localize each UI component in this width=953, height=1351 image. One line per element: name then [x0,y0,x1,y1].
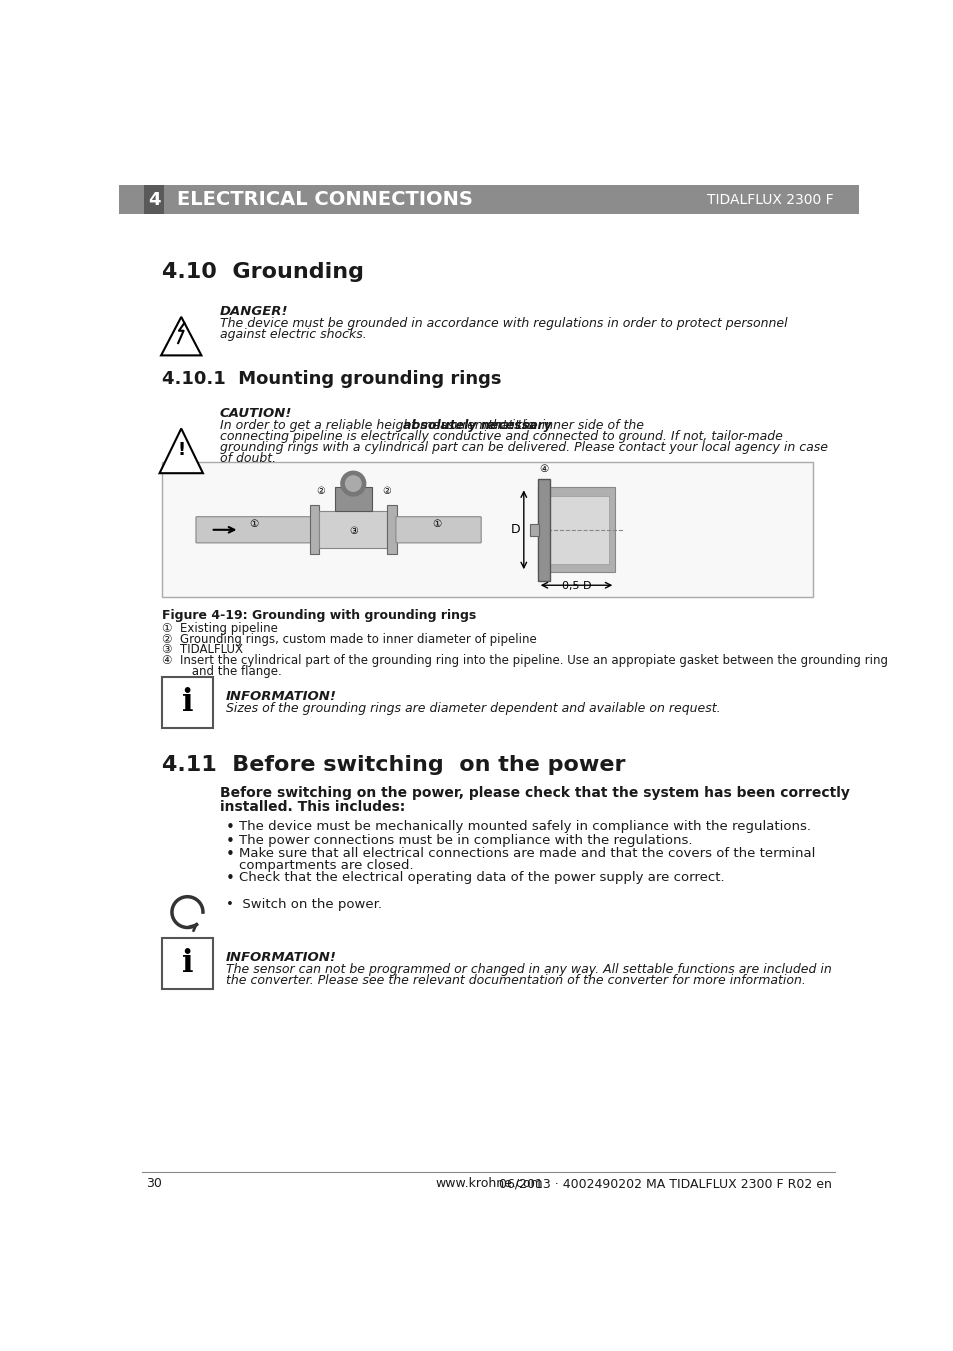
Text: ①: ① [432,519,441,528]
Text: Sizes of the grounding rings are diameter dependent and available on request.: Sizes of the grounding rings are diamete… [226,703,720,715]
FancyBboxPatch shape [162,939,213,989]
Text: 30: 30 [146,1178,162,1190]
Text: 0,5 D: 0,5 D [561,581,591,592]
Text: Before switching on the power, please check that the system has been correctly: Before switching on the power, please ch… [220,786,849,800]
Text: •  Switch on the power.: • Switch on the power. [226,898,382,911]
FancyBboxPatch shape [537,480,550,581]
Text: 4.10  Grounding: 4.10 Grounding [162,262,363,282]
Text: DANGER!: DANGER! [220,304,288,317]
Text: i: i [181,688,193,719]
Polygon shape [161,317,201,355]
Circle shape [340,471,365,496]
Circle shape [345,476,360,492]
Text: connecting pipeline is electrically conductive and connected to ground. If not, : connecting pipeline is electrically cond… [220,430,782,443]
FancyBboxPatch shape [543,496,608,563]
Text: Figure 4-19: Grounding with grounding rings: Figure 4-19: Grounding with grounding ri… [162,609,476,623]
Text: 06/2013 · 4002490202 MA TIDALFLUX 2300 F R02 en: 06/2013 · 4002490202 MA TIDALFLUX 2300 F… [498,1178,831,1190]
Text: ②: ② [382,486,391,496]
Text: Make sure that all electrical connections are made and that the covers of the te: Make sure that all electrical connection… [238,847,814,861]
Text: 4.11  Before switching  on the power: 4.11 Before switching on the power [162,755,625,775]
Text: ④  Insert the cylindrical part of the grounding ring into the pipeline. Use an a: ④ Insert the cylindrical part of the gro… [162,654,887,667]
Text: ①: ① [250,519,258,528]
Polygon shape [159,428,203,473]
Text: that the inner side of the: that the inner side of the [483,419,643,432]
Text: Check that the electrical operating data of the power supply are correct.: Check that the electrical operating data… [238,870,723,884]
Text: 4.10.1  Mounting grounding rings: 4.10.1 Mounting grounding rings [162,370,501,388]
Text: installed. This includes:: installed. This includes: [220,800,405,813]
FancyBboxPatch shape [310,505,319,554]
FancyBboxPatch shape [119,185,858,215]
FancyBboxPatch shape [162,462,812,597]
Text: !: ! [177,440,185,459]
FancyBboxPatch shape [530,524,538,536]
Text: The power connections must be in compliance with the regulations.: The power connections must be in complia… [238,834,691,847]
FancyBboxPatch shape [144,185,164,215]
Text: and the flange.: and the flange. [172,665,281,678]
Text: ④: ④ [538,463,548,474]
Text: INFORMATION!: INFORMATION! [226,689,336,703]
Text: ③: ③ [349,527,357,536]
Text: of doubt.: of doubt. [220,451,275,465]
Text: ELECTRICAL CONNECTIONS: ELECTRICAL CONNECTIONS [177,190,473,209]
Text: the converter. Please see the relevant documentation of the converter for more i: the converter. Please see the relevant d… [226,974,805,986]
Text: ②  Grounding rings, custom made to inner diameter of pipeline: ② Grounding rings, custom made to inner … [162,632,536,646]
Text: •: • [226,847,234,862]
Text: grounding rings with a cylindrical part can be delivered. Please contact your lo: grounding rings with a cylindrical part … [220,440,827,454]
Text: CAUTION!: CAUTION! [220,407,292,420]
Text: The sensor can not be programmed or changed in any way. All settable functions a: The sensor can not be programmed or chan… [226,963,831,975]
Text: INFORMATION!: INFORMATION! [226,951,336,963]
Text: The device must be mechanically mounted safely in compliance with the regulation: The device must be mechanically mounted … [238,820,810,832]
FancyBboxPatch shape [319,511,387,549]
Text: ③  TIDALFLUX: ③ TIDALFLUX [162,643,243,657]
Text: compartments are closed.: compartments are closed. [238,859,413,871]
Text: In order to get a reliable height measurement it is: In order to get a reliable height measur… [220,419,537,432]
FancyBboxPatch shape [162,677,213,728]
Text: The device must be grounded in accordance with regulations in order to protect p: The device must be grounded in accordanc… [220,317,787,330]
Text: against electric shocks.: against electric shocks. [220,328,366,340]
Text: ②: ② [316,486,325,496]
FancyBboxPatch shape [387,505,396,554]
Text: TIDALFLUX 2300 F: TIDALFLUX 2300 F [706,193,833,207]
Text: absolutely necessary: absolutely necessary [403,419,552,432]
Text: D: D [511,523,520,536]
Text: i: i [181,948,193,979]
FancyBboxPatch shape [335,486,372,511]
FancyBboxPatch shape [537,488,615,571]
Text: •: • [226,870,234,885]
Text: www.krohne.com: www.krohne.com [435,1178,542,1190]
FancyBboxPatch shape [395,516,480,543]
FancyBboxPatch shape [195,516,312,543]
Text: ①  Existing pipeline: ① Existing pipeline [162,621,277,635]
Text: 4: 4 [148,190,160,209]
Text: •: • [226,834,234,848]
Text: •: • [226,820,234,835]
